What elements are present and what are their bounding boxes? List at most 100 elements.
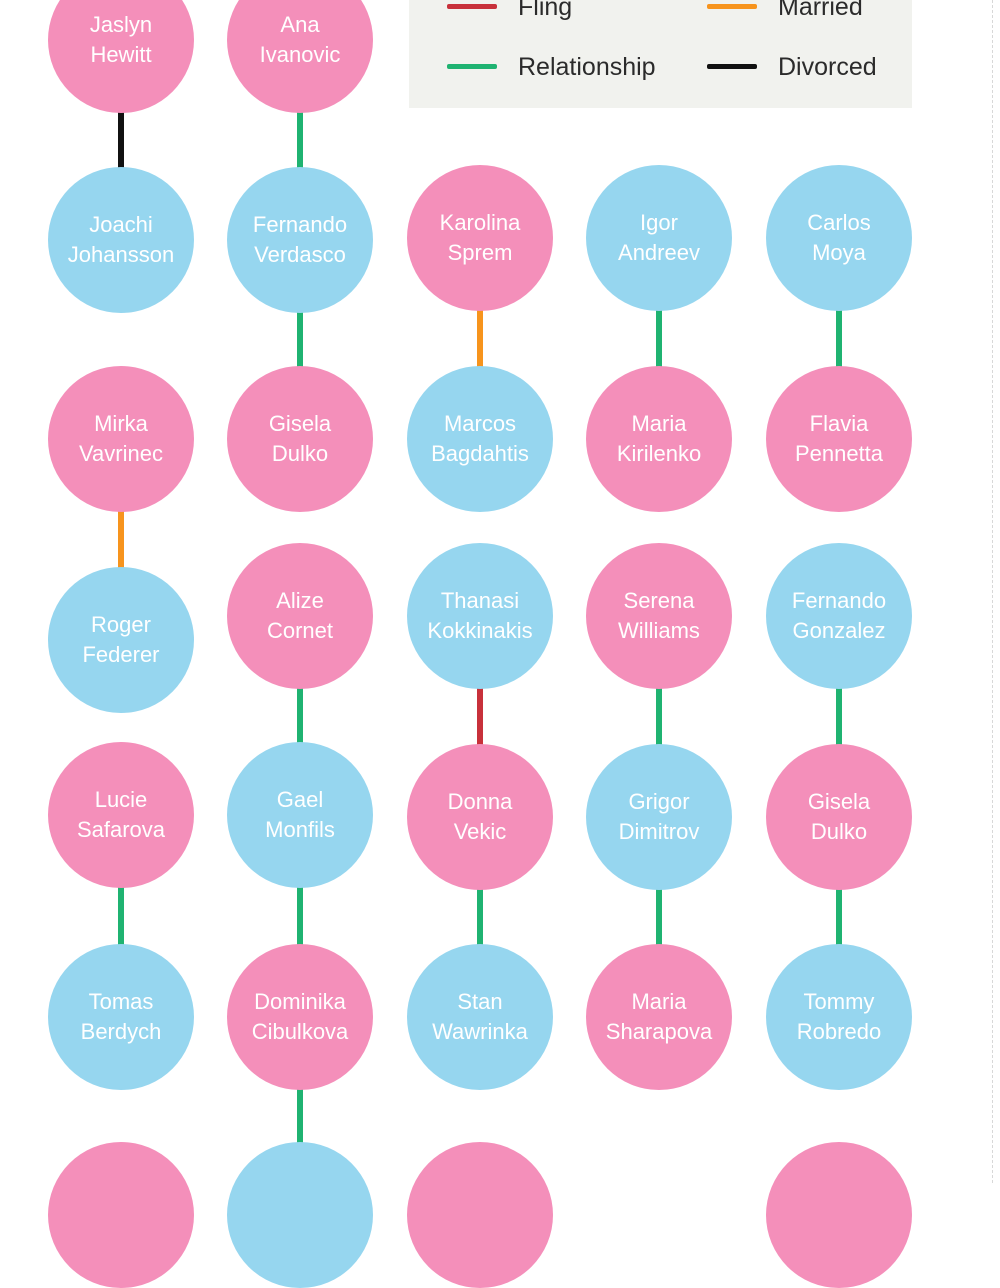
legend-swatch-divorced xyxy=(707,64,757,69)
person-node-mirka-vavrinec: Mirka Vavrinec xyxy=(48,366,194,512)
person-last-name: Monfils xyxy=(265,817,335,842)
legend-swatch-married xyxy=(707,4,757,9)
person-node-grigor-dimitrov: Grigor Dimitrov xyxy=(586,744,732,890)
person-node-fernando-gonzalez: Fernando Gonzalez xyxy=(766,543,912,689)
legend-label-relationship: Relationship xyxy=(518,53,656,81)
person-first-name: Ana xyxy=(280,12,320,37)
person-last-name: Bagdahtis xyxy=(431,441,529,466)
person-node-thanasi-kokkinakis: Thanasi Kokkinakis xyxy=(407,543,553,689)
person-first-name: Tommy xyxy=(803,989,875,1014)
person-last-name: Vekic xyxy=(453,819,507,844)
edge-relationship xyxy=(118,882,124,950)
person-node xyxy=(227,1142,373,1288)
person-first-name: Tomas xyxy=(88,989,154,1014)
person-last-name: Dimitrov xyxy=(618,819,700,844)
person-node-dominika-cibulkova: Dominika Cibulkova xyxy=(227,944,373,1090)
person-first-name: Karolina xyxy=(439,210,521,235)
person-node-gisela-dulko: Gisela Dulko xyxy=(227,366,373,512)
person-first-name: Dominika xyxy=(254,989,346,1014)
person-node-gael-monfils: Gael Monfils xyxy=(227,742,373,888)
person-first-name: Gael xyxy=(276,787,324,812)
legend-label-divorced: Divorced xyxy=(778,53,877,81)
edge-relationship xyxy=(297,1084,303,1148)
person-last-name: Ivanovic xyxy=(259,42,341,67)
person-last-name: Cibulkova xyxy=(251,1019,349,1044)
person-node-gisela-dulko: Gisela Dulko xyxy=(766,744,912,890)
edge-relationship xyxy=(297,683,303,748)
edge-divorced xyxy=(118,107,124,173)
person-last-name: Hewitt xyxy=(90,42,152,67)
person-node-lucie-safarova: Lucie Safarova xyxy=(48,742,194,888)
person-last-name: Sprem xyxy=(447,240,513,265)
person-last-name: Verdasco xyxy=(254,242,346,267)
edge-relationship xyxy=(836,884,842,950)
legend-label-married: Married xyxy=(778,0,863,21)
person-node-maria-kirilenko: Maria Kirilenko xyxy=(586,366,732,512)
person-first-name: Grigor xyxy=(628,789,690,814)
person-node-stan-wawrinka: Stan Wawrinka xyxy=(407,944,553,1090)
person-node-igor-andreev: Igor Andreev xyxy=(586,165,732,311)
person-last-name: Robredo xyxy=(796,1019,882,1044)
person-last-name: Williams xyxy=(618,618,700,643)
person-last-name: Johansson xyxy=(67,242,175,267)
edge-relationship xyxy=(477,884,483,950)
legend-label-fling: Fling xyxy=(518,0,573,21)
person-last-name: Andreev xyxy=(618,240,700,265)
person-node-serena-williams: Serena Williams xyxy=(586,543,732,689)
person-last-name: Cornet xyxy=(266,618,334,643)
edge-fling xyxy=(477,683,483,750)
person-last-name: Dulko xyxy=(271,441,329,466)
person-first-name: Donna xyxy=(447,789,513,814)
person-first-name: Igor xyxy=(640,210,678,235)
edge-relationship xyxy=(836,305,842,372)
person-first-name: Lucie xyxy=(94,787,148,812)
person-first-name: Flavia xyxy=(809,411,869,436)
person-last-name: Vavrinec xyxy=(79,441,163,466)
edge-relationship xyxy=(656,884,662,950)
person-first-name: Maria xyxy=(631,989,687,1014)
person-first-name: Serena xyxy=(623,588,695,613)
person-node-ana-ivanovic: Ana Ivanovic xyxy=(227,0,373,113)
person-first-name: Carlos xyxy=(807,210,871,235)
legend-swatch-fling xyxy=(447,4,497,9)
edge-relationship xyxy=(297,307,303,372)
person-node xyxy=(407,1142,553,1288)
person-last-name: Berdych xyxy=(80,1019,162,1044)
person-last-name: Wawrinka xyxy=(432,1019,528,1044)
person-node-carlos-moya: Carlos Moya xyxy=(766,165,912,311)
edge-relationship xyxy=(297,107,303,173)
person-node-alize-cornet: Alize Cornet xyxy=(227,543,373,689)
person-last-name: Gonzalez xyxy=(792,618,886,643)
person-first-name: Roger xyxy=(91,612,151,637)
person-first-name: Fernando xyxy=(791,588,887,613)
person-node-maria-sharapova: Maria Sharapova xyxy=(586,944,732,1090)
person-node-tommy-robredo: Tommy Robredo xyxy=(766,944,912,1090)
person-node-flavia-pennetta: Flavia Pennetta xyxy=(766,366,912,512)
person-first-name: Joachi xyxy=(89,212,153,237)
edge-relationship xyxy=(656,305,662,372)
person-node-roger-federer: Roger Federer xyxy=(48,567,194,713)
edge-relationship xyxy=(297,882,303,950)
person-last-name: Dulko xyxy=(810,819,868,844)
person-last-name: Kirilenko xyxy=(616,441,702,466)
person-first-name: Alize xyxy=(276,588,324,613)
person-first-name: Gisela xyxy=(807,789,871,814)
person-last-name: Kokkinakis xyxy=(427,618,533,643)
edge-relationship xyxy=(656,683,662,750)
person-first-name: Fernando xyxy=(252,212,348,237)
person-first-name: Jaslyn xyxy=(89,12,153,37)
person-first-name: Mirka xyxy=(94,411,148,436)
person-node xyxy=(766,1142,912,1288)
person-first-name: Thanasi xyxy=(440,588,520,613)
person-node-fernando-verdasco: Fernando Verdasco xyxy=(227,167,373,313)
person-last-name: Moya xyxy=(812,240,866,265)
person-last-name: Safarova xyxy=(76,817,166,842)
person-node-marcos-bagdahtis: Marcos Bagdahtis xyxy=(407,366,553,512)
edge-married xyxy=(477,305,483,372)
person-node-jaslyn-hewitt: Jaslyn Hewitt xyxy=(48,0,194,113)
edge-married xyxy=(118,506,124,573)
person-node-joachi-johansson: Joachi Johansson xyxy=(48,167,194,313)
person-node-karolina-sprem: Karolina Sprem xyxy=(407,165,553,311)
legend: Fling Married Relationship Divorced xyxy=(409,0,912,108)
legend-swatch-relationship xyxy=(447,64,497,69)
